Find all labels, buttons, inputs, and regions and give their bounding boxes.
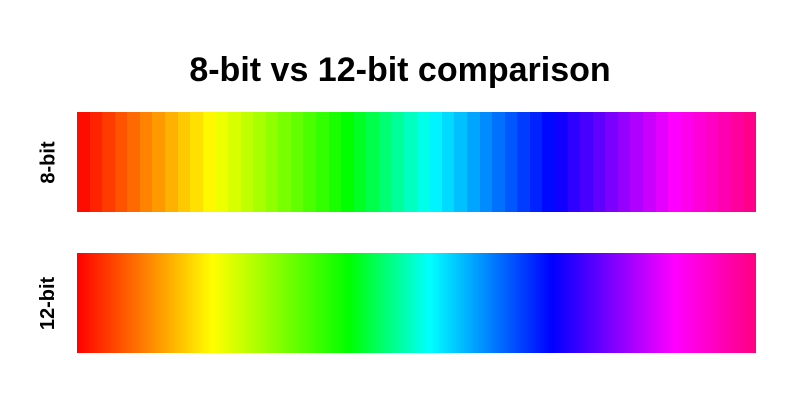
gradient-band — [554, 112, 568, 212]
gradient-band — [89, 112, 103, 212]
gradient-band — [404, 112, 417, 212]
row-label-8-bit: 8-bit — [34, 112, 64, 212]
gradient-band — [529, 112, 543, 212]
gradient-band — [202, 112, 216, 212]
gradient-band — [215, 112, 228, 212]
gradient-band — [114, 112, 128, 212]
gradient-band — [190, 112, 203, 212]
gradient-band — [341, 112, 354, 212]
gradient-band — [353, 112, 367, 212]
gradient-band — [303, 112, 316, 212]
row-label-text: 12-bit — [37, 276, 60, 330]
gradient-band — [466, 112, 480, 212]
gradient-band — [567, 112, 581, 212]
gradient-band — [693, 112, 706, 212]
gradient-band — [290, 112, 304, 212]
gradient-band — [718, 112, 732, 212]
gradient-band — [391, 112, 405, 212]
gradient-band — [139, 112, 153, 212]
gradient-bar-8-bit — [77, 112, 757, 212]
gradient-band — [743, 112, 757, 212]
gradient-band — [655, 112, 669, 212]
gradient-band — [643, 112, 656, 212]
gradient-band — [441, 112, 455, 212]
gradient-band — [617, 112, 631, 212]
gradient-band — [454, 112, 467, 212]
gradient-bar-12-bit — [77, 253, 756, 353]
gradient-band — [253, 112, 266, 212]
gradient-band — [165, 112, 178, 212]
gradient-band — [328, 112, 342, 212]
gradient-band — [668, 112, 681, 212]
gradient-band — [429, 112, 442, 212]
page-title: 8-bit vs 12-bit comparison — [189, 51, 611, 89]
gradient-band — [227, 112, 241, 212]
gradient-band — [680, 112, 694, 212]
gradient-band — [504, 112, 518, 212]
gradient-band — [177, 112, 191, 212]
gradient-band — [102, 112, 115, 212]
gradient-band — [378, 112, 392, 212]
gradient-band — [240, 112, 254, 212]
gradient-band — [542, 112, 555, 212]
gradient-band — [492, 112, 505, 212]
gradient-band — [731, 112, 744, 212]
gradient-band — [605, 112, 618, 212]
row-label-text: 8-bit — [37, 140, 60, 184]
row-label-12-bit: 12-bit — [34, 253, 64, 353]
gradient-band — [152, 112, 166, 212]
gradient-band — [705, 112, 719, 212]
gradient-band — [416, 112, 430, 212]
gradient-band — [315, 112, 329, 212]
gradient-band — [366, 112, 379, 212]
gradient-band — [479, 112, 493, 212]
gradient-band — [517, 112, 530, 212]
gradient-band — [580, 112, 593, 212]
gradient-band — [630, 112, 644, 212]
gradient-band — [127, 112, 140, 212]
gradient-band — [278, 112, 291, 212]
gradient-band — [592, 112, 606, 212]
gradient-band — [265, 112, 279, 212]
gradient-band — [77, 112, 90, 212]
